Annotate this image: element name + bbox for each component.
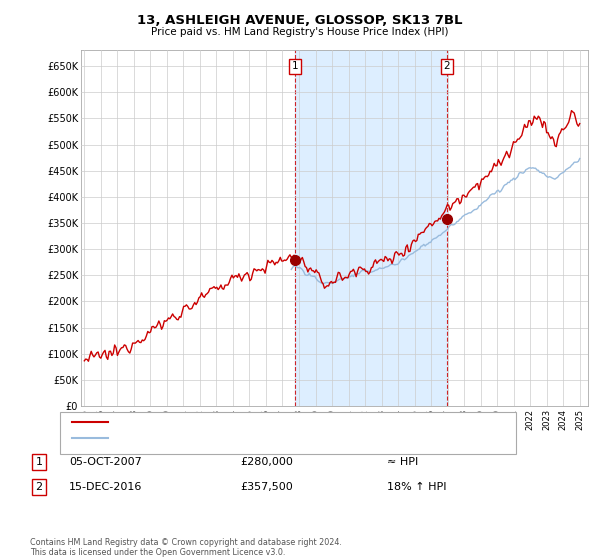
Text: 2: 2: [443, 62, 450, 72]
Text: 13, ASHLEIGH AVENUE, GLOSSOP, SK13 7BL: 13, ASHLEIGH AVENUE, GLOSSOP, SK13 7BL: [137, 14, 463, 27]
Text: £280,000: £280,000: [240, 457, 293, 467]
Bar: [295, 50, 447, 406]
Text: 2: 2: [35, 482, 43, 492]
Text: ≈ HPI: ≈ HPI: [387, 457, 418, 467]
Text: Contains HM Land Registry data © Crown copyright and database right 2024.
This d: Contains HM Land Registry data © Crown c…: [30, 538, 342, 557]
Text: HPI: Average price, detached house, High Peak: HPI: Average price, detached house, High…: [114, 434, 337, 443]
Text: 13, ASHLEIGH AVENUE, GLOSSOP, SK13 7BL (detached house): 13, ASHLEIGH AVENUE, GLOSSOP, SK13 7BL (…: [114, 417, 409, 426]
Text: £357,500: £357,500: [240, 482, 293, 492]
Text: Price paid vs. HM Land Registry's House Price Index (HPI): Price paid vs. HM Land Registry's House …: [151, 27, 449, 37]
Text: 1: 1: [292, 62, 299, 72]
Text: 1: 1: [35, 457, 43, 467]
Text: 05-OCT-2007: 05-OCT-2007: [69, 457, 142, 467]
Text: 15-DEC-2016: 15-DEC-2016: [69, 482, 142, 492]
Text: 18% ↑ HPI: 18% ↑ HPI: [387, 482, 446, 492]
